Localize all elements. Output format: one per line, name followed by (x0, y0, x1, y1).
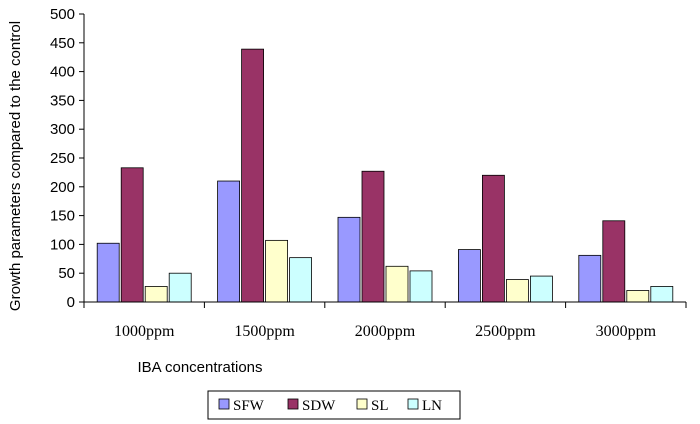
y-tick-label: 0 (67, 294, 75, 311)
x-axis-title: IBA concentrations (137, 359, 262, 376)
y-ticks: 0 50 100 150 200 250 300 350 400 450 500 (50, 6, 84, 311)
y-axis-title: Growth parameters compared to the contro… (7, 21, 24, 311)
bar-sdw-1500ppm (241, 48, 265, 303)
bar-sdw-3000ppm (602, 220, 626, 303)
bar-sfw-3000ppm (578, 254, 602, 303)
bar-sl-3000ppm (626, 290, 650, 303)
bar-sdw-2000ppm (361, 170, 385, 303)
y-tick-label: 50 (58, 265, 75, 282)
x-tick-label: 1500ppm (234, 323, 295, 340)
bar-sfw-1000ppm (96, 242, 120, 303)
bar-ln-1500ppm (289, 257, 313, 303)
y-tick-label: 300 (50, 121, 75, 138)
legend-swatch-ln (407, 398, 419, 410)
bar-sdw-2500ppm (481, 174, 505, 303)
legend-swatch-sfw (218, 398, 230, 410)
legend-swatch-sdw (287, 398, 299, 410)
bar-sfw-2000ppm (337, 216, 361, 303)
y-tick-label: 250 (50, 150, 75, 167)
bar-sl-1500ppm (265, 239, 289, 303)
bar-sdw-1000ppm (120, 167, 144, 303)
y-tick-label: 400 (50, 64, 75, 81)
y-tick-label: 100 (50, 236, 75, 253)
legend-label-sdw: SDW (302, 398, 336, 414)
legend-label-ln: LN (422, 398, 442, 414)
bar-ln-3000ppm (650, 286, 674, 303)
legend-label-sfw: SFW (233, 398, 265, 414)
legend-swatch-sl (356, 398, 368, 410)
y-tick-label: 350 (50, 92, 75, 109)
bar-ln-1000ppm (168, 272, 192, 303)
legend: SFW SDW SL LN (207, 390, 461, 420)
x-tick-label: 2500ppm (475, 323, 536, 340)
y-tick-label: 500 (50, 6, 75, 23)
y-tick-label: 200 (50, 179, 75, 196)
bar-sfw-2500ppm (457, 249, 481, 303)
bar-sl-2500ppm (505, 279, 529, 303)
x-ticks: 1000ppm 1500ppm 2000ppm 2500ppm 3000ppm (83, 302, 687, 340)
x-tick-label: 2000ppm (355, 323, 416, 340)
legend-label-sl: SL (371, 398, 389, 414)
y-tick-label: 150 (50, 208, 75, 225)
bar-sfw-1500ppm (217, 180, 241, 303)
bar-ln-2000ppm (409, 270, 433, 303)
bars-group (96, 48, 674, 303)
x-tick-label: 3000ppm (596, 323, 657, 340)
bar-sl-1000ppm (144, 286, 168, 303)
bar-sl-2000ppm (385, 265, 409, 303)
y-tick-label: 450 (50, 35, 75, 52)
bar-ln-2500ppm (530, 275, 553, 303)
x-tick-label: 1000ppm (114, 323, 175, 340)
